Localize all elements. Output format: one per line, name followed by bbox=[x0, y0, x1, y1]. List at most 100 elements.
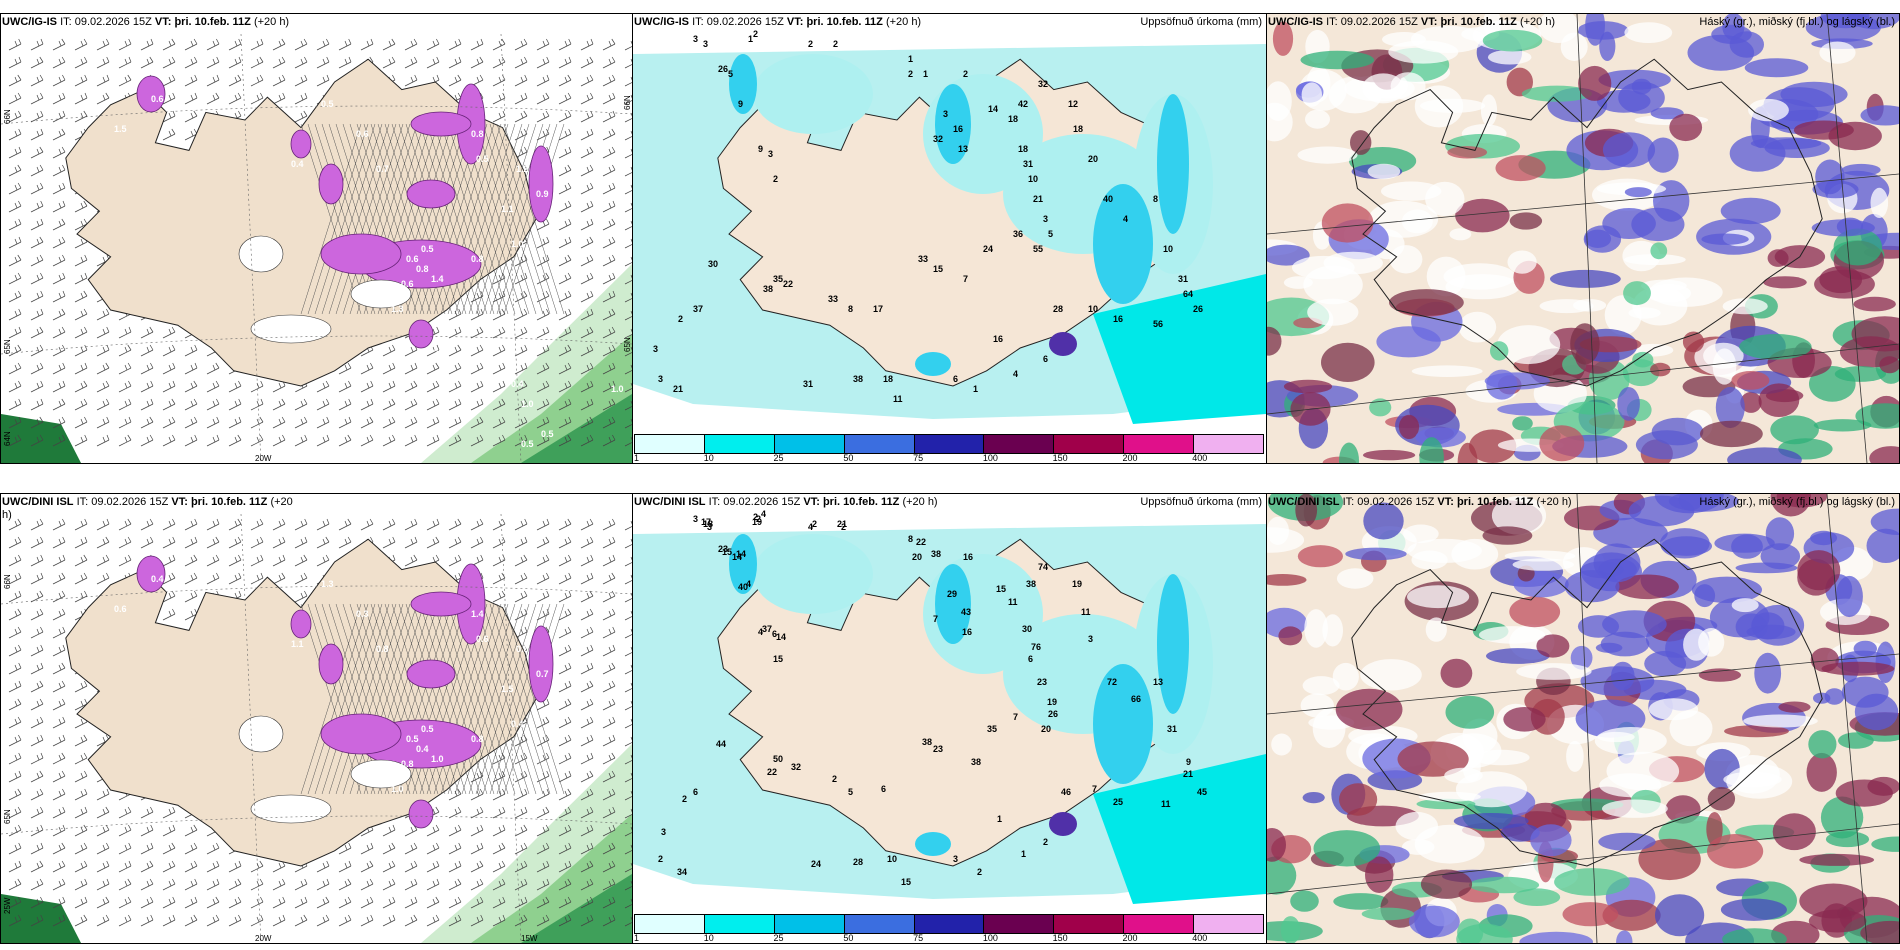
colorbar-swatch bbox=[984, 915, 1055, 933]
precip-label: 3 bbox=[953, 854, 959, 864]
precip-label: 7 bbox=[1092, 784, 1098, 794]
precip-label: 10 bbox=[887, 854, 898, 864]
panel-title: UWC/DINI ISL IT: 09.02.2026 15Z VT: þri.… bbox=[634, 496, 938, 508]
lat-label: 25W bbox=[3, 897, 12, 914]
precip-label: 18 bbox=[1008, 114, 1019, 124]
precip-label: 20 bbox=[1041, 724, 1052, 734]
precip-label: 34 bbox=[677, 867, 688, 877]
precip-label: 14 bbox=[732, 552, 743, 562]
precip-area bbox=[729, 54, 1189, 376]
precip-label: 3 bbox=[693, 514, 699, 524]
precip-label: 38 bbox=[1026, 579, 1037, 589]
precip-label: 9 bbox=[758, 144, 764, 154]
value-label: 0.8 bbox=[471, 129, 484, 139]
precip-label: 38 bbox=[931, 549, 942, 559]
precip-label: 38 bbox=[971, 757, 982, 767]
precip-blobs bbox=[136, 555, 554, 829]
precip-label: 16 bbox=[962, 627, 973, 637]
precip-label: 24 bbox=[983, 244, 994, 254]
precip-label: 16 bbox=[1113, 314, 1124, 324]
value-label: 1.5 bbox=[114, 124, 127, 134]
precip-label: 11 bbox=[893, 394, 903, 404]
precip-label: 31 bbox=[1178, 274, 1189, 284]
precip-label: 36 bbox=[1013, 229, 1024, 239]
value-label: 0.5 bbox=[476, 154, 489, 164]
precip-label: 55 bbox=[1033, 244, 1044, 254]
precip-label: 15 bbox=[773, 654, 784, 664]
precip-label: 56 bbox=[1153, 319, 1164, 329]
precip-label: 17 bbox=[873, 304, 884, 314]
value-label: 1.4 bbox=[471, 609, 484, 619]
panel-precip-dini[interactable]: UWC/DINI ISL IT: 09.02.2026 15Z VT: þri.… bbox=[632, 493, 1267, 944]
precip-label: 30 bbox=[708, 259, 719, 269]
precip-label: 23 bbox=[933, 744, 944, 754]
precip-label: 1 bbox=[997, 814, 1003, 824]
precip-label: 4 bbox=[746, 579, 752, 589]
precip-label: 35 bbox=[773, 274, 784, 284]
precip-label: 29 bbox=[947, 589, 958, 599]
precip-label: 12 bbox=[1068, 99, 1079, 109]
precip-label: 1 bbox=[908, 54, 914, 64]
value-label: 0.6 bbox=[151, 94, 164, 104]
precip-label: 30 bbox=[1022, 624, 1033, 634]
value-label: 0.5 bbox=[421, 724, 434, 734]
precip-label: 14 bbox=[988, 104, 999, 114]
precip-label: 10 bbox=[1163, 244, 1174, 254]
precip-label: 3 bbox=[693, 34, 699, 44]
panel-wind-ig-is[interactable]: UWC/IG-IS IT: 09.02.2026 15Z VT: þri. 10… bbox=[0, 13, 633, 464]
panel-precip-ig-is[interactable]: UWC/IG-IS IT: 09.02.2026 15Z VT: þri. 10… bbox=[632, 13, 1267, 464]
colorbar-tick: 200 bbox=[1122, 453, 1138, 463]
lat-label: 66N bbox=[3, 109, 12, 124]
precip-label: 40 bbox=[738, 582, 749, 592]
value-label: 1.4 bbox=[431, 274, 444, 284]
panel-cloud-ig-is[interactable]: UWC/IG-IS IT: 09.02.2026 15Z VT: þri. 10… bbox=[1266, 13, 1900, 464]
precip-label: 4 bbox=[808, 522, 814, 532]
precip-label: 46 bbox=[1061, 787, 1072, 797]
precip-label: 66 bbox=[1131, 694, 1142, 704]
colorbar-tick: 10 bbox=[703, 933, 714, 943]
colorbar-swatch bbox=[704, 435, 775, 453]
colorbar-tick: 25 bbox=[773, 933, 784, 943]
value-label: 0.8 bbox=[401, 759, 414, 769]
panel-variable: Háský (gr.), miðský (fj.bl.) og lágský (… bbox=[1699, 16, 1895, 28]
value-label: 0.4 bbox=[511, 719, 524, 729]
precip-label: 6 bbox=[1043, 354, 1049, 364]
colorbar-swatch bbox=[1194, 435, 1264, 453]
value-label: 0.4 bbox=[291, 159, 304, 169]
precip-label: 8 bbox=[1153, 194, 1159, 204]
precip-label: 18 bbox=[1018, 144, 1029, 154]
precip-label: 74 bbox=[1038, 562, 1049, 572]
precip-label: 24 bbox=[811, 859, 822, 869]
panel-cloud-dini[interactable]: UWC/DINI ISL IT: 09.02.2026 15Z VT: þri.… bbox=[1266, 493, 1900, 944]
lon-label: 15W bbox=[521, 934, 538, 943]
value-label: 1.3 bbox=[391, 304, 404, 314]
value-label: 1.0 bbox=[611, 384, 624, 394]
precip-label: 31 bbox=[1023, 159, 1034, 169]
precip-label: 18 bbox=[1073, 124, 1084, 134]
precip-label: 8 bbox=[848, 304, 854, 314]
precip-label: 11 bbox=[1008, 597, 1018, 607]
graticule bbox=[1267, 14, 1899, 463]
value-label: 0.6 bbox=[401, 279, 414, 289]
precip-label: 1 bbox=[973, 384, 979, 394]
colorbar-tick: 50 bbox=[843, 933, 854, 943]
precip-label: 4 bbox=[761, 509, 767, 519]
precip-label: 20 bbox=[1088, 154, 1099, 164]
precip-label: 64 bbox=[1183, 289, 1194, 299]
graticule bbox=[1, 513, 632, 943]
cloud-map bbox=[1267, 14, 1899, 463]
lon-label: 20W bbox=[255, 934, 272, 943]
precip-area bbox=[1049, 812, 1077, 836]
colorbar-swatch bbox=[704, 915, 775, 933]
panel-wind-dini[interactable]: UWC/DINI ISL IT: 09.02.2026 15Z VT: þri.… bbox=[0, 493, 633, 944]
precip-label: 22 bbox=[767, 767, 778, 777]
precip-label: 2 bbox=[812, 519, 818, 529]
precip-label: 40 bbox=[1103, 194, 1114, 204]
precip-label: 21 bbox=[837, 519, 848, 529]
colorbar-swatch bbox=[1124, 915, 1195, 933]
colorbar-tick: 1 bbox=[634, 933, 640, 943]
precip-label: 6 bbox=[1028, 654, 1034, 664]
cloud-cover bbox=[1267, 494, 1899, 943]
precip-label: 38 bbox=[853, 374, 864, 384]
value-label: 0.7 bbox=[376, 164, 389, 174]
